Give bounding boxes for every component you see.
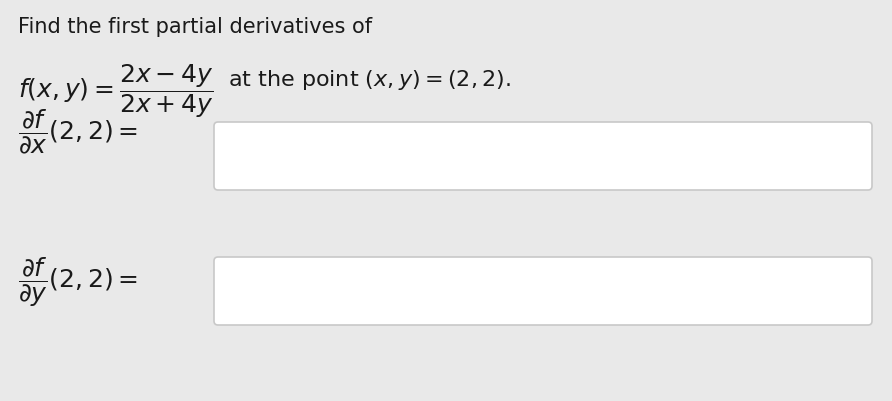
Text: Find the first partial derivatives of: Find the first partial derivatives of — [18, 17, 372, 37]
Text: $\dfrac{\partial f}{\partial x}(2, 2) = $: $\dfrac{\partial f}{\partial x}(2, 2) = … — [18, 107, 138, 156]
FancyBboxPatch shape — [214, 123, 872, 190]
Text: $\dfrac{\partial f}{\partial y}(2, 2) = $: $\dfrac{\partial f}{\partial y}(2, 2) = … — [18, 255, 138, 308]
Text: at the point $(x, y) = (2, 2).$: at the point $(x, y) = (2, 2).$ — [228, 68, 511, 92]
Text: $f(x, y) = \dfrac{2x - 4y}{2x + 4y}$: $f(x, y) = \dfrac{2x - 4y}{2x + 4y}$ — [18, 62, 214, 119]
FancyBboxPatch shape — [214, 257, 872, 325]
